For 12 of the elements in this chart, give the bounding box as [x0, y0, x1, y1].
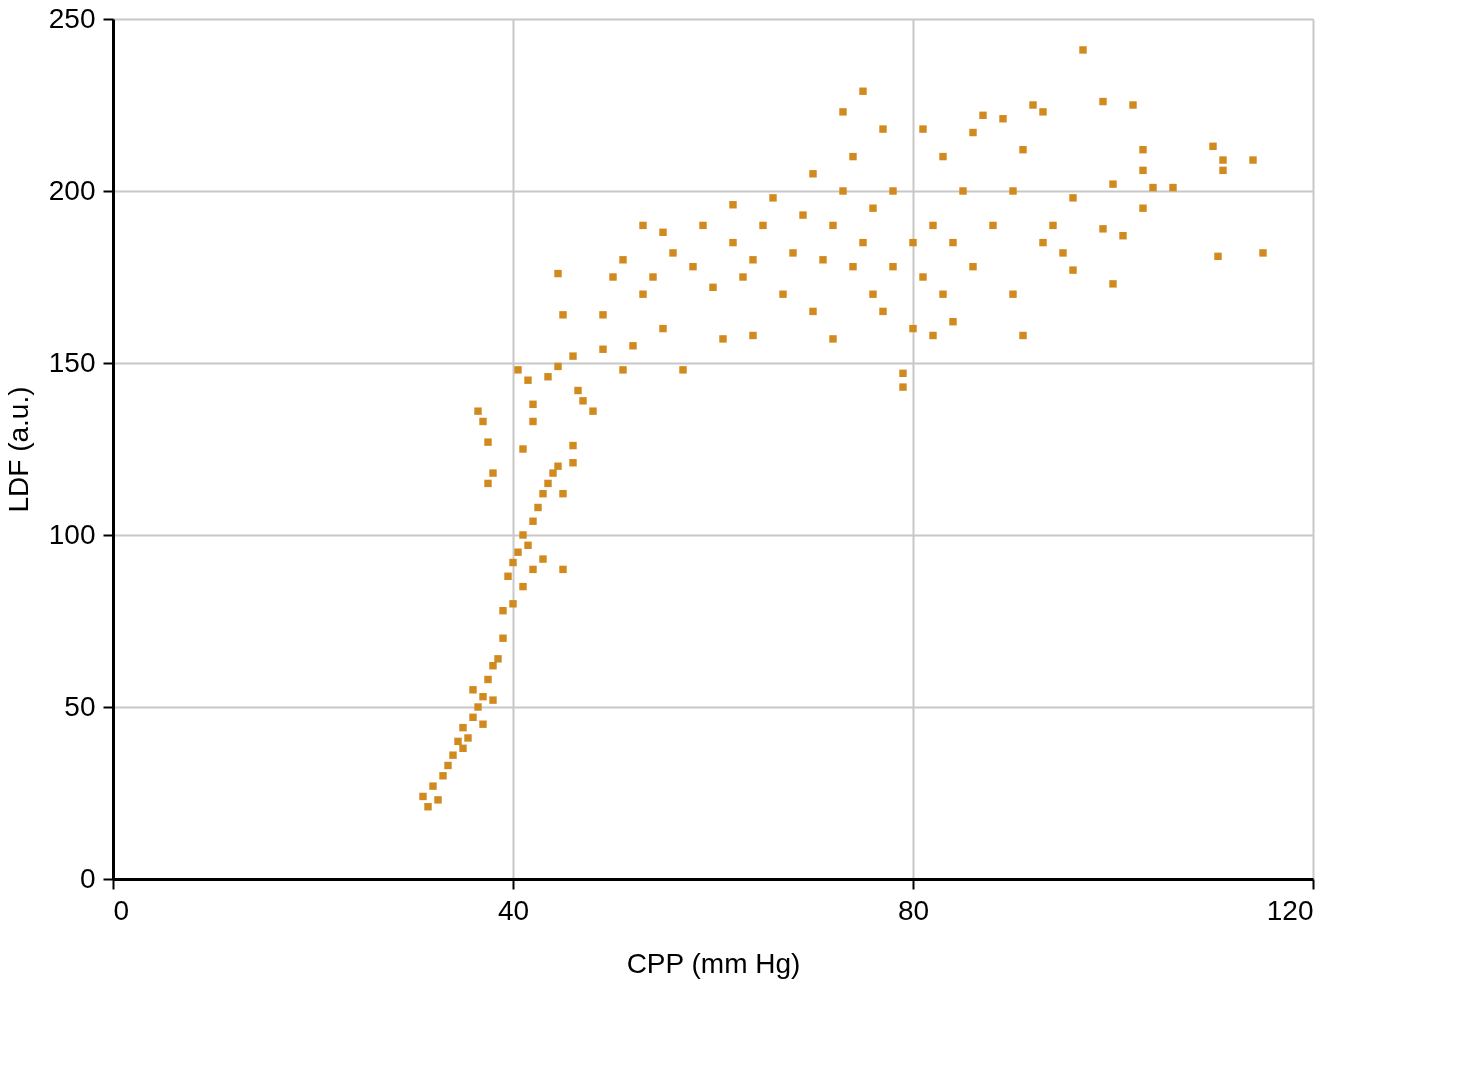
y-tick-label: 50 [64, 690, 96, 722]
x-tick-label: 40 [497, 894, 530, 926]
x-tick-label: 120 [1266, 894, 1314, 926]
x-axis-title: CPP (mm Hg) [626, 947, 801, 979]
x-tick-label: 80 [897, 894, 930, 926]
y-tick-label: 0 [79, 862, 96, 894]
y-tick-label: 150 [48, 346, 96, 378]
y-tick-label: 100 [48, 518, 96, 550]
y-axis-title: LDF (a.u.) [2, 386, 34, 513]
y-tick-label: 200 [48, 174, 96, 206]
x-tick-label: 0 [113, 894, 130, 926]
y-tick-label: 250 [48, 2, 96, 34]
